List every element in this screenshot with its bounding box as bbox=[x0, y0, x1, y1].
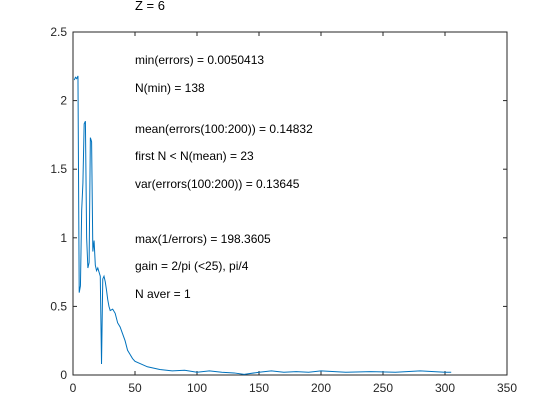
x-tick-label: 50 bbox=[128, 381, 142, 395]
x-tick-label: 200 bbox=[311, 381, 331, 395]
x-tick-label: 350 bbox=[497, 381, 517, 395]
y-tick-label: 0 bbox=[60, 368, 67, 382]
annotation-max-inverse: max(1/errors) = 198.3605 bbox=[135, 232, 271, 246]
annotation-min-errors: min(errors) = 0.0050413 bbox=[135, 53, 264, 67]
annotation-first-n: first N < N(mean) = 23 bbox=[135, 149, 254, 163]
annotation-n-aver: N aver = 1 bbox=[135, 287, 191, 301]
y-tick-label: 2 bbox=[60, 94, 67, 108]
y-tick-label: 0.5 bbox=[50, 299, 67, 313]
y-axis: 0 0.5 1 1.5 2 2.5 bbox=[50, 25, 507, 382]
x-tick-label: 300 bbox=[435, 381, 455, 395]
x-tick-label: 250 bbox=[373, 381, 393, 395]
series-line bbox=[73, 75, 452, 375]
chart-title: Z = 6 bbox=[135, 0, 165, 13]
y-tick-label: 2.5 bbox=[50, 25, 67, 39]
annotation-n-min: N(min) = 138 bbox=[135, 81, 205, 95]
x-tick-label: 150 bbox=[249, 381, 269, 395]
annotation-group: min(errors) = 0.0050413 N(min) = 138 mea… bbox=[135, 53, 313, 301]
y-tick-label: 1 bbox=[60, 231, 67, 245]
y-tick-label: 1.5 bbox=[50, 162, 67, 176]
plot-area-box bbox=[72, 31, 508, 376]
annotation-gain: gain = 2/pi (<25), pi/4 bbox=[135, 259, 249, 273]
x-axis: 0 50 100 150 200 250 300 350 bbox=[70, 32, 517, 395]
annotation-mean-errors: mean(errors(100:200)) = 0.14832 bbox=[135, 122, 313, 136]
x-tick-label: 0 bbox=[70, 381, 77, 395]
x-tick-label: 100 bbox=[187, 381, 207, 395]
annotation-var-errors: var(errors(100:200)) = 0.13645 bbox=[135, 177, 300, 191]
